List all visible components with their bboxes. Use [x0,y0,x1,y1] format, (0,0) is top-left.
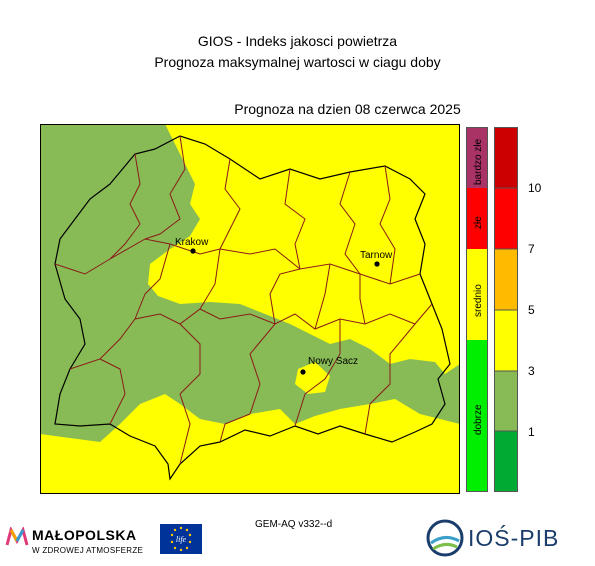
county-borders [54,135,433,465]
city-marker: Tarnow [360,250,393,267]
malopolska-logo-icon [5,527,29,546]
svg-text:life: life [176,535,187,544]
forecast-date: Prognoza na dzien 08 czerwca 2025 [234,101,461,117]
svg-text:Krakow: Krakow [175,237,209,248]
ios-pib-logo-icon [426,519,464,557]
legend-label: złe [473,216,484,229]
moderate-zone [370,249,395,276]
scale-level-label: 5 [528,303,535,317]
scale-level-label: 1 [528,425,535,439]
model-label: GEM-AQ v332--d [255,519,333,530]
scale-level-label: 10 [528,181,542,195]
svg-text:Nowy Sacz: Nowy Sacz [308,356,358,367]
moderate-zone [40,394,460,494]
scale-level-label: 3 [528,364,535,378]
legend-moderate [466,249,488,340]
ios-pib-name: IOŚ-PIB [468,525,560,551]
moderate-zone [148,124,460,374]
map-frame [40,124,460,494]
legend-very-bad [466,127,488,188]
page-title: GIOS - Indeks jakosci powietrza [197,33,398,49]
region-outline [54,135,451,481]
legend-label: srednio [473,284,484,317]
category-legend: bardzo złe złe srednio dobrze [466,127,488,492]
svg-text:Tarnow: Tarnow [360,250,393,261]
legend-label: bardzo złe [473,138,484,185]
legend-bad [466,188,488,249]
legend-good [466,340,488,492]
scale-legend [494,127,518,492]
scale-level-label: 7 [528,242,535,256]
eu-life-logo-icon: life [160,524,202,554]
good-zone [100,164,150,214]
city-marker: Krakow [175,237,209,254]
legend-label: dobrze [473,404,484,435]
malopolska-name: MAŁOPOLSKA [32,527,137,543]
city-marker: Nowy Sacz [300,356,358,375]
page-subtitle: Prognoza maksymalnej wartosci w ciagu do… [154,54,441,70]
malopolska-tagline: W ZDROWEJ ATMOSFERZE [32,546,144,555]
air-quality-map: Krakow Tarnow Nowy Sacz [40,124,460,494]
